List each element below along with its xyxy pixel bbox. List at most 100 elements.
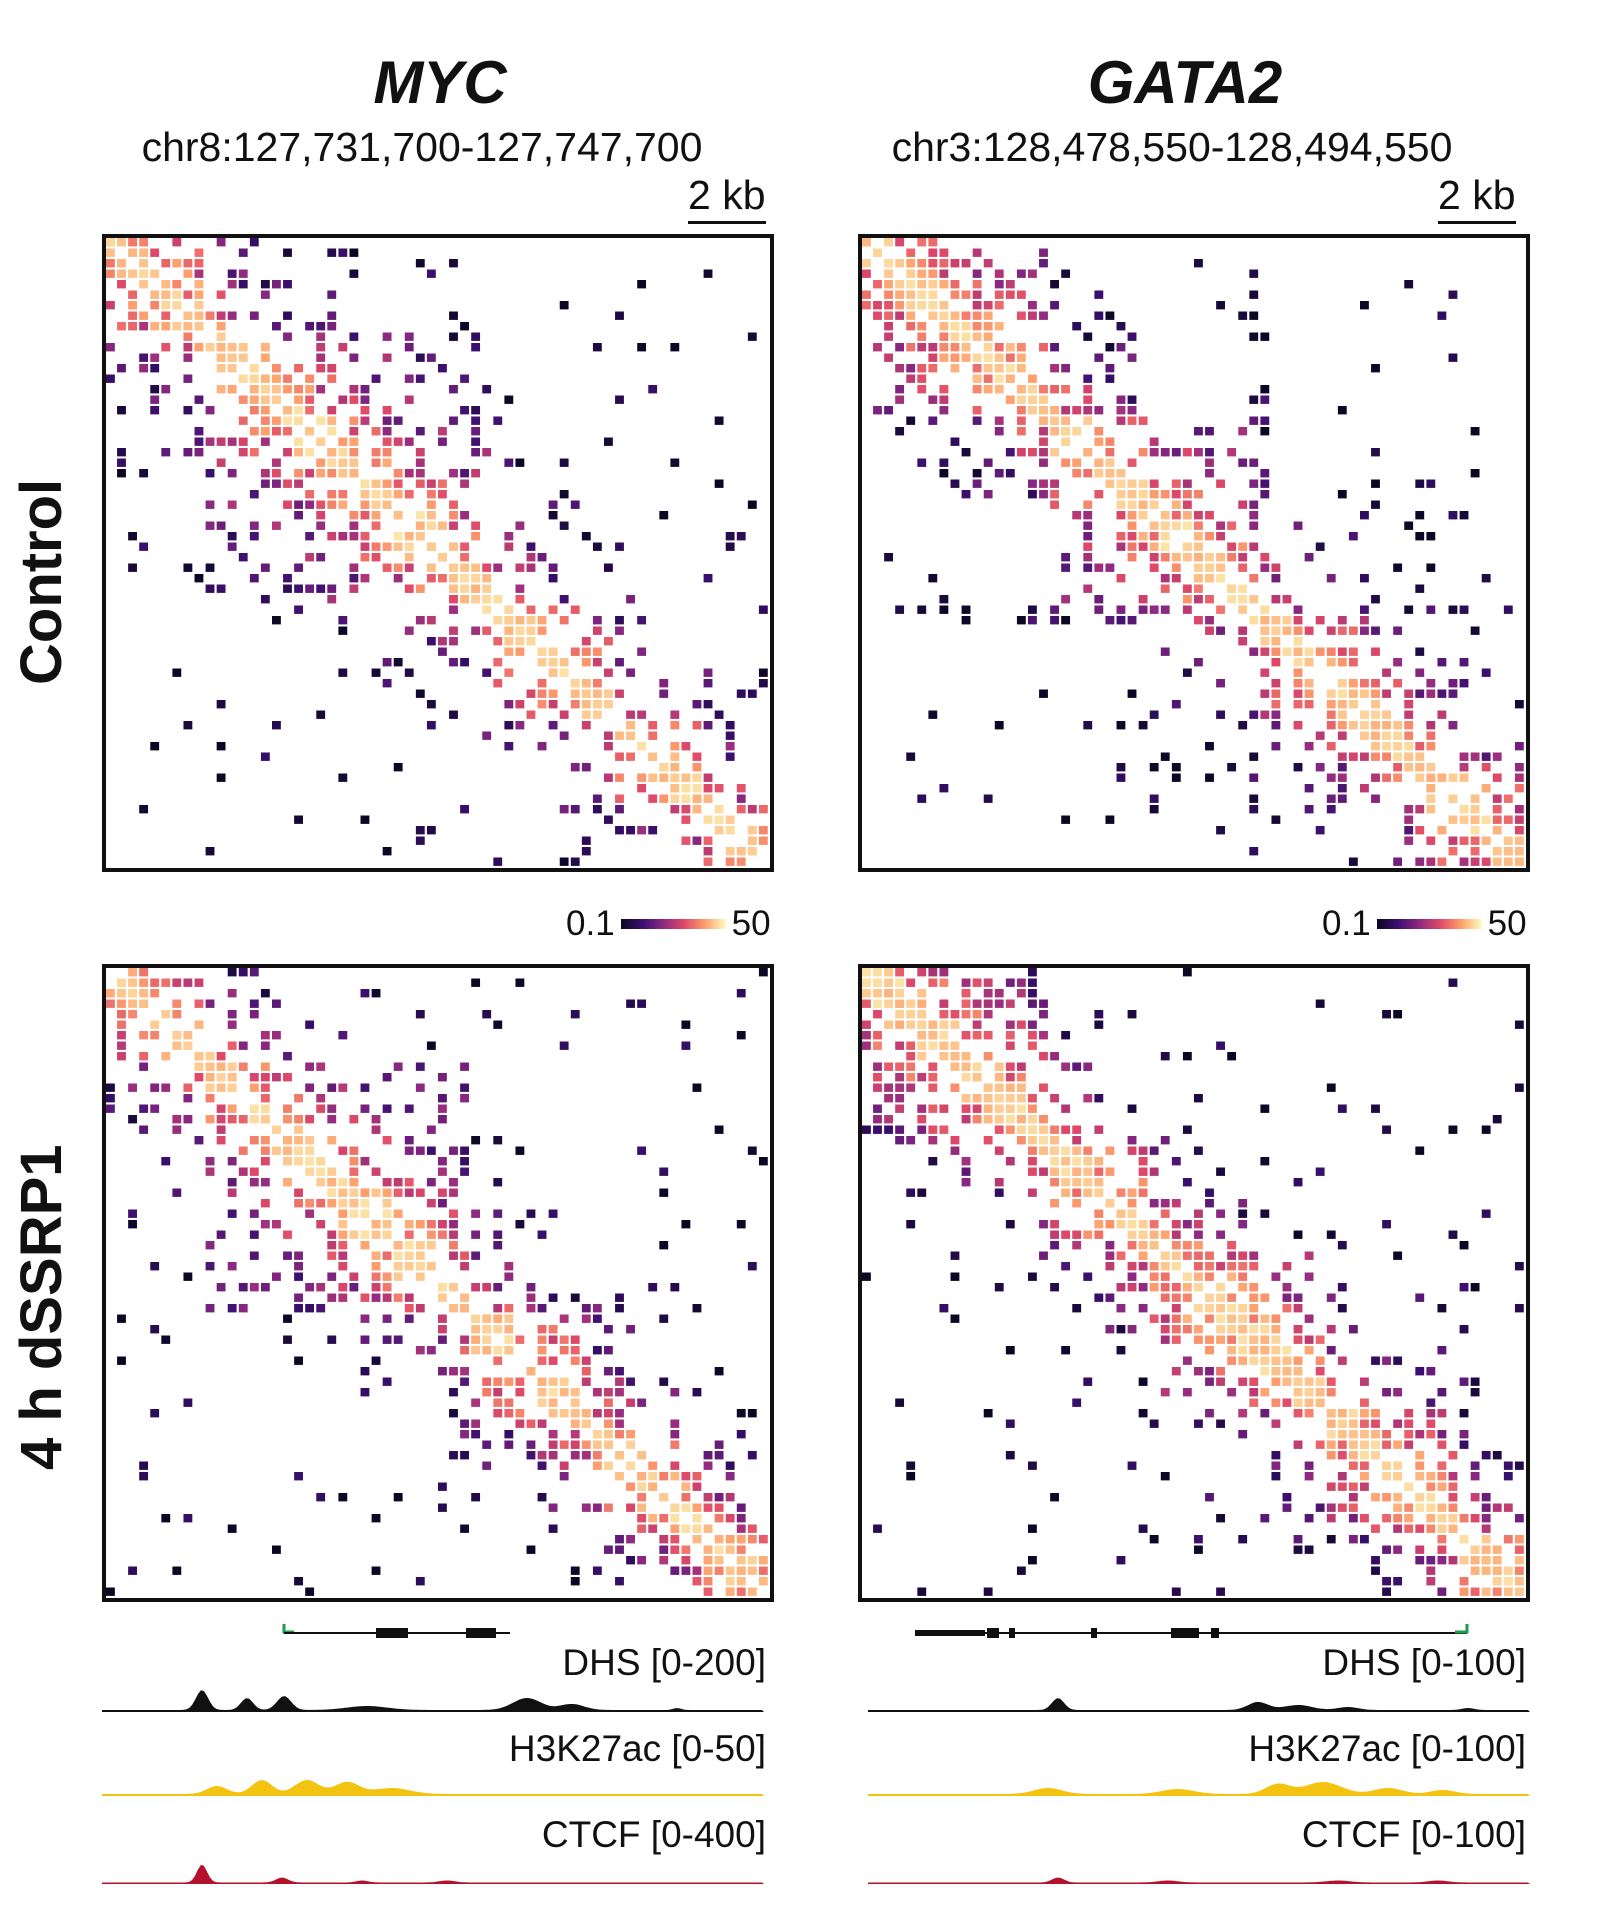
heatmap-cell	[294, 1146, 303, 1155]
heatmap-cell	[1415, 584, 1425, 593]
heatmap-cell	[382, 847, 392, 856]
heatmap-cell	[1160, 532, 1170, 541]
heatmap-cell	[349, 458, 359, 467]
heatmap-cell	[1039, 479, 1048, 488]
heatmap-cell	[906, 301, 916, 310]
heatmap-cell	[449, 332, 458, 341]
heatmap-cell	[637, 1524, 647, 1533]
heatmap-cell	[349, 395, 359, 404]
heatmap-cell	[404, 1314, 414, 1323]
heatmap-cell	[172, 668, 182, 677]
heatmap-cell	[316, 584, 326, 593]
heatmap-cell	[972, 479, 982, 488]
heatmap-cell	[548, 1409, 558, 1418]
heatmap-cell	[736, 1503, 746, 1512]
heatmap-cell	[939, 1303, 949, 1313]
heatmap-cell	[1171, 1220, 1181, 1229]
heatmap-cell	[670, 1440, 680, 1449]
heatmap-cell	[172, 1125, 182, 1134]
heatmap-cell	[272, 1146, 281, 1155]
heatmap-cell	[906, 752, 916, 761]
heatmap-cell	[1116, 721, 1126, 730]
heatmap-cell	[415, 469, 425, 478]
heatmap-cell	[1194, 1545, 1203, 1554]
heatmap-cell	[1050, 301, 1059, 310]
heatmap-cell	[1481, 1125, 1491, 1134]
heatmap-cell	[692, 1514, 702, 1523]
heatmap-cell	[205, 1167, 215, 1176]
heatmap-cell	[1216, 479, 1225, 488]
heatmap-cell	[1138, 542, 1148, 551]
heatmap-cell	[1061, 458, 1071, 467]
heatmap-cell	[316, 437, 326, 446]
heatmap-cell	[1481, 1492, 1491, 1502]
heatmap-cell	[681, 1020, 691, 1029]
heatmap-cell	[327, 1083, 337, 1092]
heatmap-cell	[1360, 626, 1369, 635]
heatmap-cell	[1094, 490, 1104, 499]
heatmap-cell	[1470, 1555, 1480, 1565]
heatmap-cell	[1492, 847, 1502, 856]
heatmap-cell	[426, 542, 436, 551]
heatmap-cell	[1149, 1262, 1159, 1271]
heatmap-cell	[950, 353, 960, 362]
heatmap-cell	[895, 1041, 905, 1050]
heatmap-cell	[1415, 773, 1425, 782]
heatmap-cell	[382, 658, 392, 667]
heatmap-cell	[504, 699, 514, 709]
heatmap-cell	[1448, 1514, 1458, 1523]
heatmap-cell	[983, 301, 993, 310]
heatmap-cell	[570, 1356, 580, 1365]
heatmap-cell	[139, 1472, 149, 1481]
heatmap-cell	[227, 1083, 237, 1092]
heatmap-cell	[1382, 731, 1391, 740]
heatmap-cell	[604, 689, 613, 698]
heatmap-cell	[559, 658, 569, 667]
heatmap-cell	[1492, 805, 1502, 814]
heatmap-cell	[928, 1083, 938, 1092]
heatmap-cell	[1360, 784, 1369, 793]
heatmap-cell	[482, 563, 492, 572]
heatmap-cell	[1437, 1303, 1447, 1313]
heatmap-cell	[404, 437, 414, 446]
heatmap-cell	[1249, 269, 1259, 278]
heatmap-cell	[426, 721, 436, 730]
heatmap-cell	[703, 1461, 713, 1470]
heatmap-cell	[1083, 1272, 1093, 1281]
heatmap-cell	[139, 311, 149, 320]
heatmap-cell	[1160, 1136, 1170, 1145]
heatmap-cell	[592, 689, 602, 698]
heatmap-cell	[681, 773, 691, 782]
heatmap-cell	[294, 1272, 303, 1281]
heatmap-cell	[747, 805, 757, 814]
heatmap-cell	[316, 458, 326, 467]
heatmap-cell	[906, 269, 916, 278]
heatmap-cell	[1337, 794, 1347, 803]
heatmap-cell	[1437, 1482, 1447, 1491]
heatmap-cell	[862, 290, 871, 299]
heatmap-cell	[615, 626, 624, 635]
heatmap-cell	[1182, 668, 1192, 677]
heatmap-cell	[393, 573, 403, 583]
heatmap-cell	[1271, 1451, 1281, 1460]
heatmap-cell	[961, 978, 971, 987]
heatmap-cell	[1005, 1041, 1015, 1050]
heatmap-cell	[150, 301, 160, 310]
heatmap-cell	[637, 616, 647, 625]
heatmap-cell	[260, 1041, 270, 1050]
heatmap-cell	[1182, 1356, 1192, 1365]
heatmap-cell	[681, 1566, 691, 1575]
heatmap-cell	[1127, 1199, 1137, 1208]
heatmap-cell	[404, 332, 414, 341]
heatmap-cell	[338, 1209, 348, 1218]
heatmap-cell	[1083, 510, 1093, 520]
heatmap-cell	[1249, 752, 1259, 761]
heatmap-cell	[1470, 1377, 1480, 1386]
heatmap-cell	[1415, 1461, 1425, 1470]
heatmap-cell	[615, 311, 624, 320]
heatmap-cell	[1094, 458, 1104, 467]
heatmap-cell	[1138, 1167, 1148, 1176]
heatmap-cell	[548, 1451, 558, 1460]
heatmap-cell	[1337, 1409, 1347, 1418]
heatmap-cell	[1016, 364, 1026, 373]
